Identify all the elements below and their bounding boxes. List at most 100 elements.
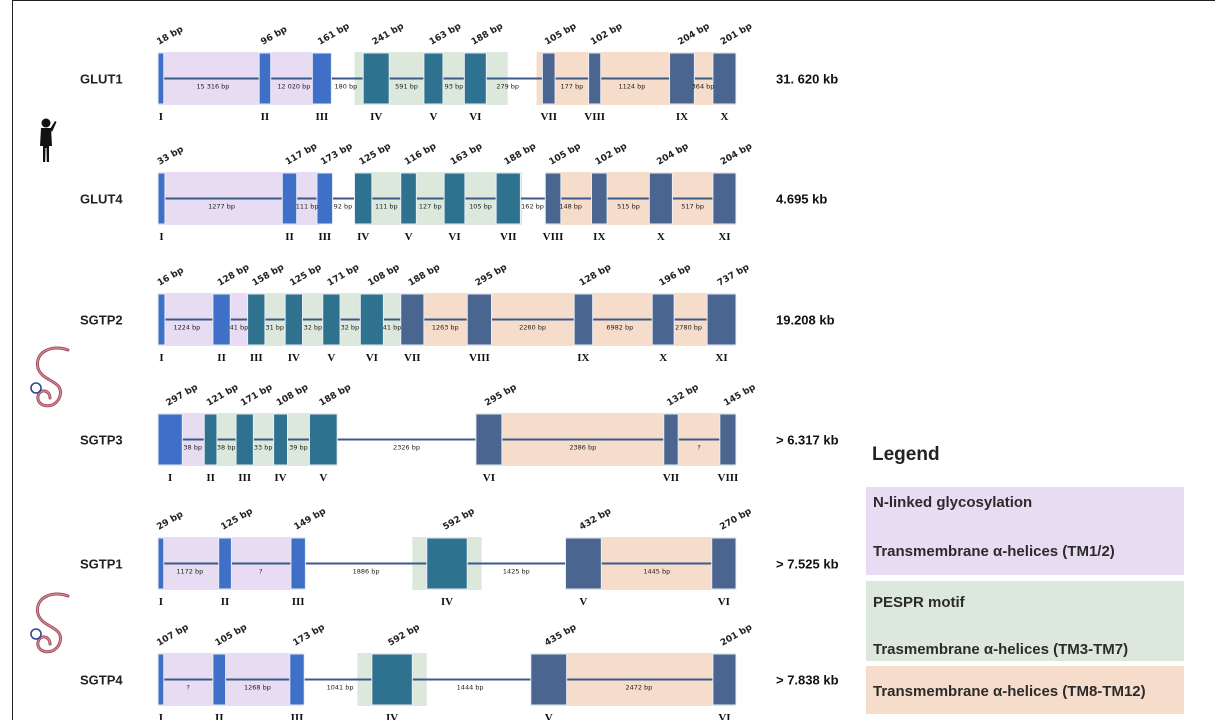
figure-frame [12,0,1215,720]
intron-length-label: 6982 bp [606,324,633,332]
exon-length-label: 149 bp [293,506,329,532]
gene-size: > 6.317 kb [776,433,839,448]
exon-length-label: 117 bp [284,141,320,167]
legend-text-tm3-tm7: Trasmembrane α-helices (TM3-TM7) [873,641,1128,658]
exon-length-label: 204 bp [655,141,691,167]
exon-number-label: II [217,352,226,364]
exon-number-label: XI [715,352,727,364]
intron-length-label: 38 bp [217,444,236,452]
exon-11 [706,293,737,346]
exon-length-label: 29 bp [155,509,185,532]
exon-number-label: X [657,231,665,243]
legend-text-tm8-tm12: Transmembrane α-helices (TM8-TM12) [873,683,1146,700]
exon-length-label: 96 bp [259,24,289,47]
exon-length-label: 107 bp [155,622,191,648]
exon-number-label: VI [448,231,460,243]
gene-size: > 7.838 kb [776,673,839,688]
exon-number-label: VI [718,596,730,608]
intron-length-label: 1886 bp [353,568,380,576]
exon-2 [212,653,227,706]
exon-number-label: III [315,111,328,123]
intron-length-label: 1041 bp [327,684,354,692]
exon-1 [157,653,165,706]
exon-length-label: 171 bp [239,382,275,408]
exon-4 [284,293,304,346]
exon-number-label: III [238,472,251,484]
exon-length-label: 163 bp [449,141,485,167]
exon-number-label: IV [274,472,286,484]
exon-number-label: VIII [718,472,739,484]
exon-number-label: III [292,596,305,608]
exon-5 [530,653,568,706]
exon-length-label: 18 bp [155,24,185,47]
exon-number-label: VII [540,111,557,123]
exon-5 [423,52,444,105]
exon-length-label: 33 bp [156,144,186,167]
exon-number-label: I [159,352,163,364]
exon-length-label: 125 bp [220,506,256,532]
intron-length-label: 1425 bp [503,568,530,576]
exon-number-label: I [159,596,163,608]
intron-length-label: 1224 bp [173,324,200,332]
exon-number-label: III [318,231,331,243]
intron-length-label: ? [259,568,262,576]
exon-length-label: 105 bp [214,622,250,648]
intron-length-label: 148 bp [559,203,582,211]
exon-number-label: VIII [543,231,564,243]
exon-length-label: 201 bp [719,622,755,648]
intron-length-label: 162 bp [521,203,544,211]
exon-3 [316,172,334,225]
intron-length-label: 2780 bp [675,324,702,332]
exon-3 [235,413,254,466]
exon-8 [466,293,493,346]
exon-length-label: 158 bp [251,262,287,288]
exon-length-label: 102 bp [594,141,630,167]
legend-swatch-green [866,581,1184,661]
exon-number-label: V [429,111,437,123]
exon-length-label: 592 bp [442,506,478,532]
intron-length-label: 41 bp [230,324,249,332]
exon-length-label: 171 bp [326,262,362,288]
exon-2 [212,293,231,346]
exon-3 [247,293,266,346]
exon-number-label: IV [441,596,453,608]
exon-number-label: I [168,472,172,484]
exon-length-label: 592 bp [387,622,423,648]
exon-length-label: 102 bp [589,21,625,47]
exon-length-label: 204 bp [719,141,755,167]
exon-7 [495,172,521,225]
exon-6 [711,537,737,590]
exon-8 [588,52,602,105]
exon-8 [719,413,737,466]
exon-length-label: 435 bp [543,622,579,648]
intron-length-label: 2386 bp [569,444,596,452]
legend-swatch-purple [866,487,1184,575]
intron-length-label: 1277 bp [208,203,235,211]
intron-length-label: 364 bp [692,83,715,91]
exon-length-label: 432 bp [578,506,614,532]
gene-size: 4.695 kb [776,192,827,207]
exon-number-label: III [291,712,304,720]
exon-number-label: II [221,596,230,608]
exon-length-label: 116 bp [403,141,439,167]
exon-5 [308,413,338,466]
intron-length-label: 32 bp [341,324,360,332]
intron-length-label: 127 bp [419,203,442,211]
intron-length-label: 2472 bp [625,684,652,692]
exon-1 [157,293,166,346]
intron-length-label: 1444 bp [457,684,484,692]
exon-5 [564,537,602,590]
exon-length-label: 173 bp [292,622,328,648]
exon-number-label: IX [577,352,589,364]
exon-number-label: II [206,472,215,484]
exon-length-label: 196 bp [658,262,694,288]
exon-7 [663,413,679,466]
exon-number-label: X [720,111,728,123]
exon-number-label: VII [663,472,680,484]
exon-length-label: 145 bp [722,382,758,408]
exon-2 [203,413,218,466]
exon-6 [712,653,737,706]
intron-length-label: 33 bp [254,444,273,452]
intron-length-label: 1263 bp [432,324,459,332]
gene-row-sgtp1: 29 bp I 125 bp II 149 bp III 592 bp IV 432 bp V 27… [80,506,839,608]
